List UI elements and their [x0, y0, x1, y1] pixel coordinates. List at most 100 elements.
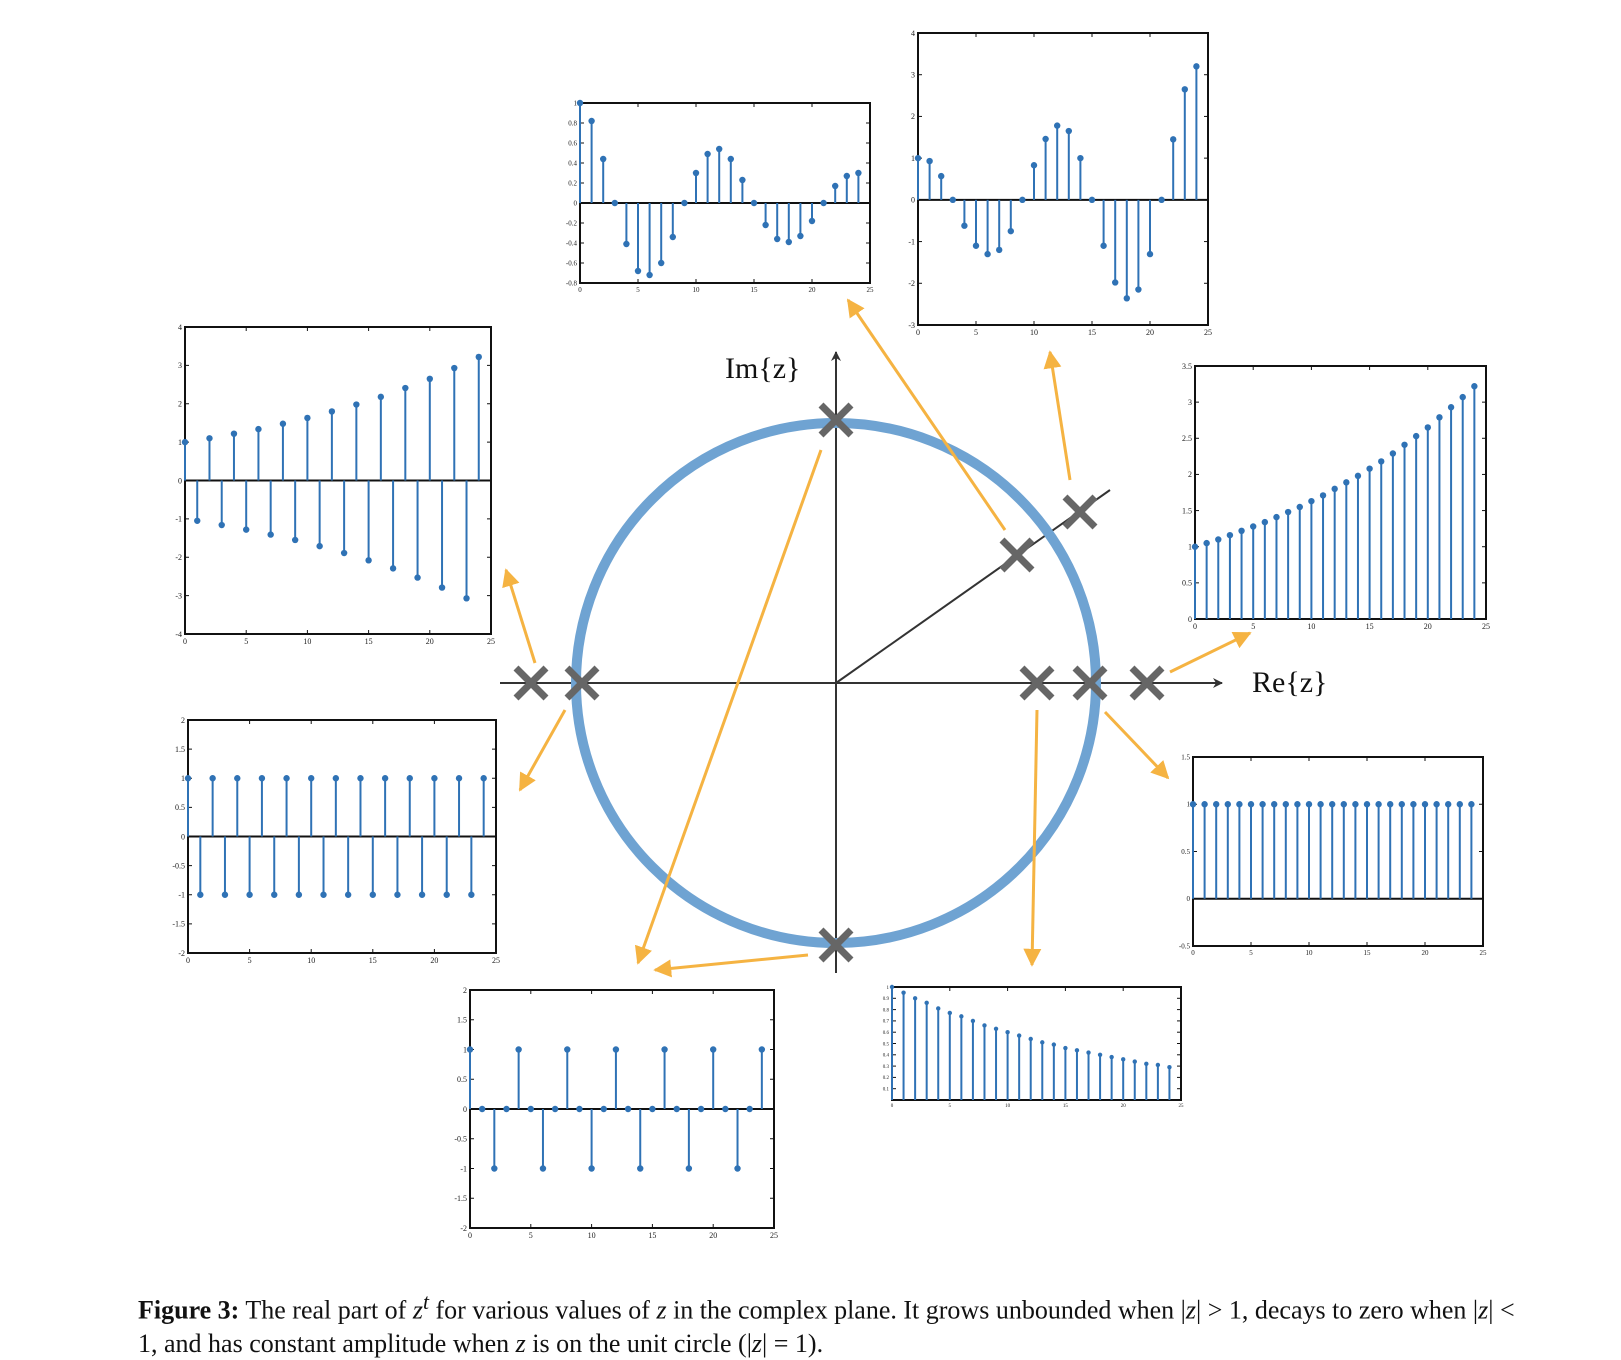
x-tick-label: 10: [1005, 1104, 1011, 1109]
stem: [431, 775, 438, 837]
stem: [637, 1109, 644, 1172]
stem: [564, 1046, 571, 1109]
y-tick-label: 0: [911, 196, 915, 205]
stem: [394, 836, 401, 898]
x-tick-label: 0: [578, 286, 582, 294]
stem-chart-6: 0 5 10 15 20 25 -2 -1.5 -1 -0.5 0 0.5 1 1.5 2: [454, 986, 778, 1240]
z-marker: [818, 927, 854, 963]
arrow-to-unit-quarter: [634, 449, 823, 965]
y-tick-label: -0.5: [454, 1135, 467, 1144]
caption-var-z: z: [1185, 1295, 1197, 1325]
stem: [624, 1105, 632, 1113]
y-tick-label: 0.1: [883, 1087, 890, 1092]
y-tick-label: -0.5: [1179, 942, 1191, 950]
stem-charts: 0 5 10 15 20 25-0.8-0.6-0.4-0.200.20.40.60.81…: [172, 29, 1490, 1240]
stem: [218, 480, 225, 529]
x-tick-label: 10: [1030, 328, 1038, 337]
chart-frame: [891, 986, 1182, 1101]
chart-frame: [1194, 365, 1487, 620]
stem: [1063, 1045, 1068, 1100]
stem: [1224, 801, 1232, 899]
stem: [722, 1105, 729, 1113]
stem: [697, 1105, 705, 1113]
y-tick-label: -1: [175, 515, 182, 524]
arrow-to-unit-alternating: [518, 709, 567, 792]
stem: [1019, 196, 1026, 204]
y-tick-label: 3: [911, 71, 915, 80]
y-tick-label: 0.5: [457, 1075, 467, 1084]
stem: [402, 384, 409, 481]
y-tick-label: 1: [574, 99, 578, 107]
stem: [1065, 127, 1073, 200]
stem: [1123, 199, 1131, 302]
stem: [1236, 801, 1243, 899]
stem: [414, 480, 421, 581]
radial-line: [835, 489, 1111, 684]
stem-chart-4: 0 5 10 15 20 25 -2 -1.5 -1 -0.5 0 0.5 1 1.5 2: [172, 716, 500, 965]
stem: [1412, 432, 1420, 619]
y-tick-label: 0.2: [568, 179, 577, 187]
stem: [692, 169, 700, 203]
y-tick-label: -0.4: [566, 239, 578, 247]
stem: [820, 199, 827, 207]
figure-caption: Figure 3: The real part of zt for variou…: [138, 1286, 1538, 1360]
stem: [246, 836, 253, 898]
z-marker: [1129, 665, 1165, 701]
y-tick-label: 3: [1188, 398, 1192, 407]
stem: [1331, 485, 1338, 619]
y-tick-label: 1: [178, 438, 182, 447]
stem: [426, 375, 433, 481]
stem: [685, 1109, 693, 1172]
stem: [1354, 472, 1362, 619]
stem: [947, 1010, 952, 1100]
stem: [1366, 465, 1373, 619]
stem: [1112, 199, 1119, 286]
x-tick-label: 20: [1146, 328, 1154, 337]
x-tick-label: 0: [186, 956, 190, 965]
y-tick-label: 0.5: [883, 1042, 890, 1047]
stem: [365, 480, 372, 564]
stem: [271, 836, 278, 898]
stem: [993, 1026, 999, 1100]
x-tick-label: 20: [709, 1231, 717, 1240]
y-tick-label: 1: [1188, 543, 1192, 552]
stem: [389, 480, 397, 572]
stem: [961, 199, 968, 229]
stem: [762, 203, 769, 229]
stem: [344, 836, 352, 898]
stem: [1445, 801, 1452, 899]
caption-var-z: z: [656, 1295, 667, 1325]
caption-text-13: | = 1).: [762, 1328, 824, 1358]
stem: [797, 203, 804, 240]
stem: [1250, 523, 1257, 619]
stem: [1343, 479, 1350, 619]
x-tick-label: 5: [974, 328, 978, 337]
stem: [1051, 1042, 1057, 1100]
y-tick-label: 0.5: [1182, 579, 1192, 588]
stem: [1305, 801, 1313, 899]
stem: [1054, 122, 1061, 200]
caption-label: Figure 3:: [138, 1295, 240, 1325]
stem: [320, 836, 327, 898]
y-tick-label: 0.8: [883, 1008, 890, 1013]
stem: [1387, 801, 1394, 899]
arrow-to-growth-oscillation: [1043, 350, 1072, 481]
stem: [855, 169, 862, 203]
stem: [316, 480, 323, 550]
stem: [588, 1109, 595, 1172]
stem: [357, 775, 364, 837]
stem: [353, 401, 360, 481]
stem: [1308, 497, 1315, 619]
y-tick-label: -1: [178, 891, 185, 900]
stem: [1226, 531, 1234, 619]
stem: [938, 172, 945, 200]
stem: [1203, 539, 1210, 619]
stem: [649, 1105, 656, 1113]
y-tick-label: -0.8: [566, 279, 578, 287]
stem: [1421, 801, 1429, 899]
y-tick-label: -0.5: [172, 861, 185, 870]
stem: [1167, 1065, 1172, 1100]
stem: [340, 480, 348, 557]
y-tick-label: 0.6: [568, 139, 577, 147]
y-tick-label: 1: [181, 774, 185, 783]
